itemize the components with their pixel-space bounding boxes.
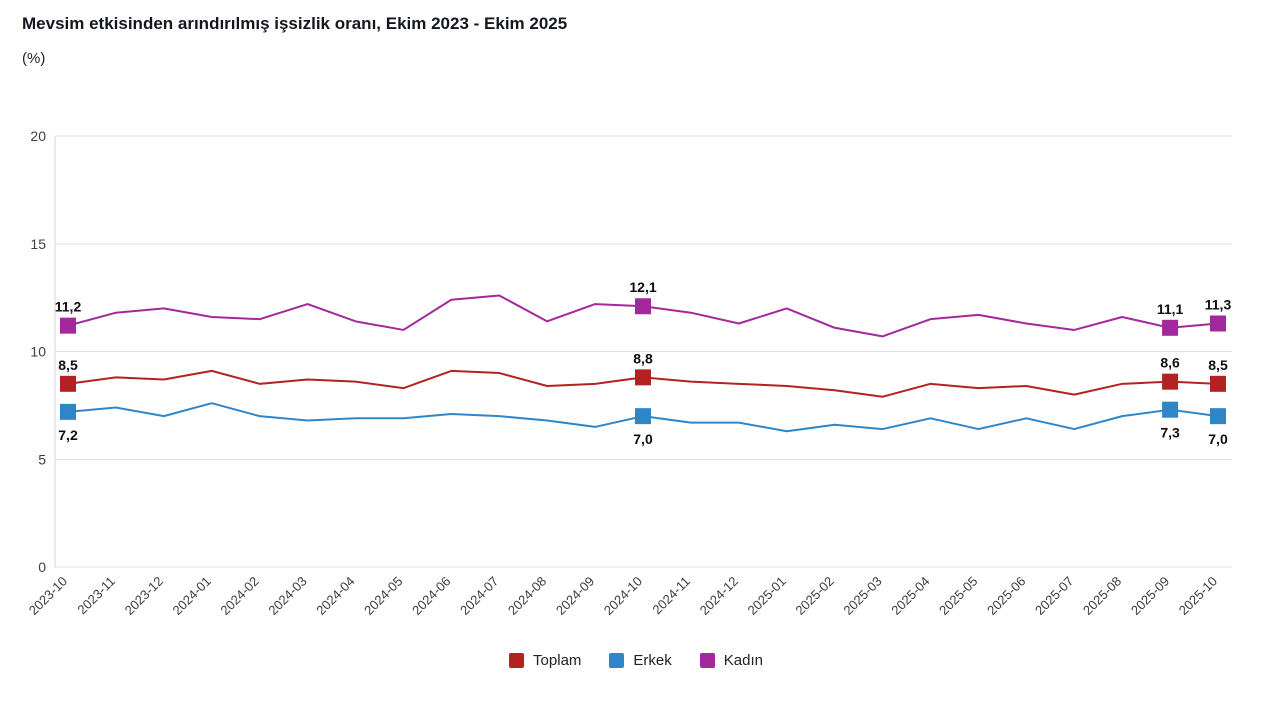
data-point-marker-toplam[interactable] (1210, 375, 1226, 392)
chart-page: Mevsim etkisinden arındırılmış işsizlik … (0, 0, 1272, 669)
x-axis-tick-label: 2025-09 (1128, 574, 1172, 618)
x-axis-tick-label: 2023-10 (26, 574, 70, 618)
x-axis-tick-label: 2024-03 (265, 574, 309, 618)
x-axis-tick-label: 2025-07 (1032, 574, 1076, 618)
chart-unit-label: (%) (22, 50, 46, 67)
data-point-marker-erkek[interactable] (1210, 408, 1226, 425)
data-point-label-erkek: 7,0 (1208, 431, 1228, 447)
x-axis-tick-label: 2023-12 (122, 574, 166, 618)
y-axis-tick-label: 0 (38, 559, 46, 575)
chart-legend: Toplam Erkek Kadın (0, 652, 1272, 669)
data-point-label-kadin: 11,3 (1205, 296, 1232, 312)
x-axis-tick-label: 2024-01 (170, 574, 214, 618)
data-point-marker-kadin[interactable] (1210, 315, 1226, 332)
x-axis-tick-label: 2024-08 (505, 574, 549, 618)
legend-swatch-kadin (699, 653, 715, 668)
x-axis-tick-label: 2024-10 (601, 574, 645, 618)
data-point-label-kadin: 11,2 (55, 299, 82, 315)
data-point-marker-toplam[interactable] (60, 375, 76, 392)
data-point-marker-kadin[interactable] (60, 317, 76, 334)
data-point-label-toplam: 8,5 (58, 357, 78, 373)
x-axis-tick-label: 2025-10 (1176, 574, 1220, 618)
x-axis-tick-label: 2025-02 (792, 574, 836, 618)
y-axis-tick-label: 5 (38, 451, 46, 467)
legend-label-toplam: Toplam (533, 652, 582, 669)
y-axis-tick-label: 10 (30, 344, 46, 360)
data-point-label-kadin: 11,1 (1157, 301, 1184, 317)
legend-item-toplam[interactable]: Toplam (509, 652, 581, 669)
x-axis-tick-label: 2023-11 (74, 574, 118, 618)
legend-item-erkek[interactable]: Erkek (609, 652, 672, 669)
chart-title: Mevsim etkisinden arındırılmış işsizlik … (22, 14, 568, 33)
x-axis-tick-label: 2024-09 (553, 574, 597, 618)
data-point-label-kadin: 12,1 (629, 279, 656, 295)
data-point-marker-erkek[interactable] (1162, 401, 1179, 418)
x-axis-tick-label: 2024-11 (649, 574, 693, 618)
data-point-label-toplam: 8,5 (1208, 357, 1228, 373)
x-axis-tick-label: 2025-05 (936, 574, 980, 618)
data-point-marker-toplam[interactable] (1162, 373, 1179, 390)
x-axis-tick-label: 2025-03 (840, 574, 884, 618)
data-point-marker-kadin[interactable] (635, 298, 651, 315)
chart-header: Mevsim etkisinden arındırılmış işsizlik … (0, 0, 1272, 67)
data-point-marker-kadin[interactable] (1162, 319, 1179, 336)
data-point-label-erkek: 7,3 (1160, 425, 1180, 441)
data-point-label-toplam: 8,8 (633, 350, 653, 366)
data-point-marker-erkek[interactable] (635, 408, 651, 425)
legend-swatch-toplam (509, 653, 525, 668)
x-axis-tick-label: 2025-06 (984, 574, 1028, 618)
x-axis-tick-label: 2024-05 (361, 574, 405, 618)
data-point-marker-erkek[interactable] (60, 403, 76, 420)
data-point-label-toplam: 8,6 (1160, 355, 1180, 371)
x-axis-tick-label: 2025-04 (888, 574, 932, 618)
x-axis-tick-label: 2024-02 (217, 574, 261, 618)
x-axis-tick-label: 2025-01 (745, 574, 789, 618)
x-axis-tick-label: 2024-07 (457, 574, 501, 618)
x-axis-tick-label: 2024-04 (313, 574, 357, 618)
x-axis-tick-label: 2024-12 (697, 574, 741, 618)
legend-label-kadin: Kadın (723, 652, 763, 669)
x-axis-tick-label: 2025-08 (1080, 574, 1124, 618)
legend-swatch-erkek (609, 653, 625, 668)
legend-label-erkek: Erkek (633, 652, 672, 669)
x-axis-tick-label: 2024-06 (409, 574, 453, 618)
legend-item-kadin[interactable]: Kadın (699, 652, 763, 669)
data-point-marker-toplam[interactable] (635, 369, 651, 386)
y-axis-tick-label: 20 (30, 128, 46, 144)
data-point-label-erkek: 7,0 (633, 431, 653, 447)
y-axis-tick-label: 15 (30, 236, 46, 252)
data-point-label-erkek: 7,2 (58, 427, 78, 443)
